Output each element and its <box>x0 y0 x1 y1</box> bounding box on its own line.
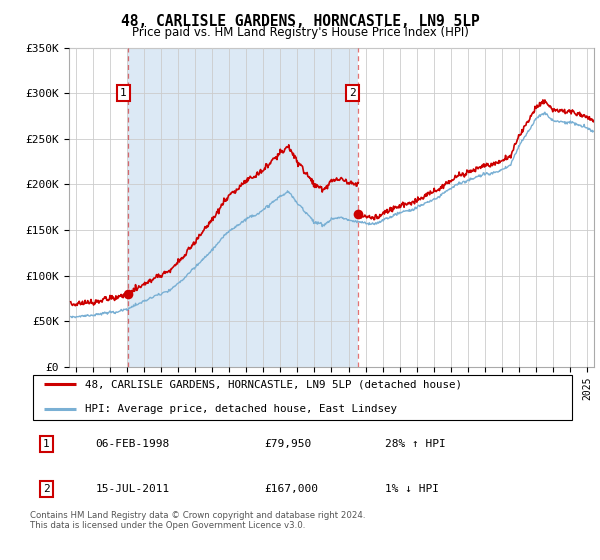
Text: Contains HM Land Registry data © Crown copyright and database right 2024.
This d: Contains HM Land Registry data © Crown c… <box>30 511 365 530</box>
Text: 28% ↑ HPI: 28% ↑ HPI <box>385 439 446 449</box>
Text: 1: 1 <box>43 439 50 449</box>
Bar <box>128 48 358 367</box>
Text: £167,000: £167,000 <box>265 484 319 494</box>
Text: 1: 1 <box>120 88 127 98</box>
Text: 48, CARLISLE GARDENS, HORNCASTLE, LN9 5LP: 48, CARLISLE GARDENS, HORNCASTLE, LN9 5L… <box>121 14 479 29</box>
Text: Price paid vs. HM Land Registry's House Price Index (HPI): Price paid vs. HM Land Registry's House … <box>131 26 469 39</box>
Text: 48, CARLISLE GARDENS, HORNCASTLE, LN9 5LP (detached house): 48, CARLISLE GARDENS, HORNCASTLE, LN9 5L… <box>85 380 461 390</box>
Text: 06-FEB-1998: 06-FEB-1998 <box>95 439 170 449</box>
Text: 15-JUL-2011: 15-JUL-2011 <box>95 484 170 494</box>
FancyBboxPatch shape <box>33 375 572 420</box>
Text: 2: 2 <box>349 88 356 98</box>
Text: £79,950: £79,950 <box>265 439 312 449</box>
Text: 2: 2 <box>43 484 50 494</box>
Text: 1% ↓ HPI: 1% ↓ HPI <box>385 484 439 494</box>
Text: HPI: Average price, detached house, East Lindsey: HPI: Average price, detached house, East… <box>85 404 397 414</box>
